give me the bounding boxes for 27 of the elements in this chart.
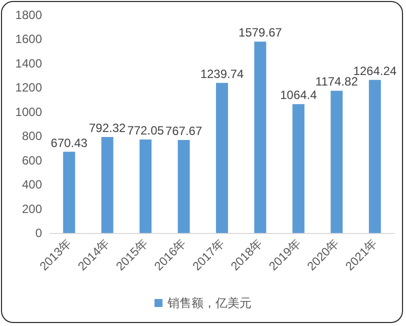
y-tick-label: 0 <box>35 226 42 240</box>
data-label: 1064.4 <box>280 88 318 102</box>
y-tick-label: 200 <box>22 202 42 216</box>
y-tick-label: 1400 <box>15 56 42 70</box>
data-label: 792.32 <box>88 121 126 136</box>
y-tick-label: 1200 <box>15 80 42 95</box>
bar <box>101 137 114 233</box>
data-label: 767.67 <box>165 124 202 138</box>
y-tick-label: 1800 <box>15 8 42 22</box>
bar <box>330 90 343 233</box>
data-label: 1239.74 <box>200 66 244 81</box>
y-tick-label: 400 <box>22 178 42 192</box>
y-tick-label: 600 <box>22 153 42 168</box>
bar <box>63 152 76 233</box>
data-label: 670.43 <box>50 136 88 150</box>
y-tick-label: 1600 <box>15 32 42 46</box>
y-tick-label: 800 <box>22 129 42 144</box>
data-label: 1579.67 <box>238 26 282 40</box>
legend-label: 销售额，亿美元 <box>166 296 252 310</box>
bar <box>216 82 228 233</box>
bar <box>178 140 190 233</box>
bar <box>368 80 381 233</box>
y-tick-label: 1000 <box>15 104 42 119</box>
bar <box>140 139 152 233</box>
data-label: 772.05 <box>127 123 164 138</box>
bar <box>292 104 304 233</box>
bar <box>254 42 266 233</box>
